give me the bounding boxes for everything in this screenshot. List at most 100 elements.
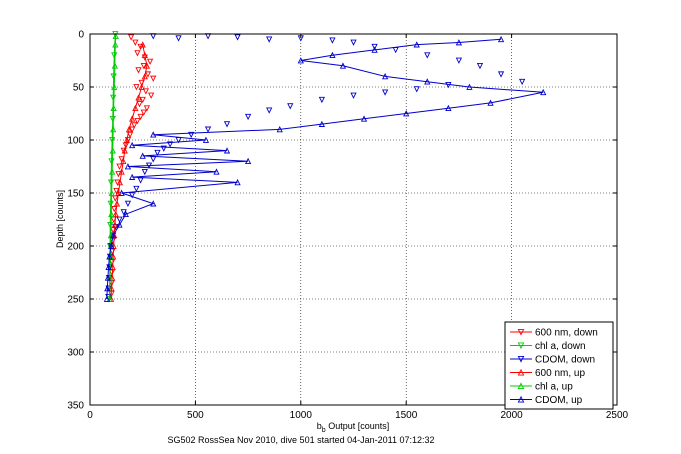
data-point — [213, 168, 220, 175]
data-point — [146, 58, 154, 65]
data-point — [132, 104, 139, 112]
data-point — [116, 178, 124, 186]
data-point — [129, 173, 136, 180]
data-point — [108, 210, 115, 218]
data-point — [109, 168, 116, 175]
data-point — [112, 195, 119, 202]
data-point — [104, 284, 111, 292]
data-point — [112, 210, 119, 218]
y-axis-ticks: 0 50 100 150 200 250 300 350 — [67, 30, 617, 412]
data-point — [150, 200, 157, 207]
data-point — [519, 78, 526, 86]
series-3 — [107, 41, 151, 302]
data-point — [339, 62, 347, 69]
data-point — [466, 83, 473, 90]
data-point — [129, 141, 136, 149]
data-point — [109, 263, 116, 271]
data-point — [381, 72, 389, 80]
y-tick-label: 350 — [67, 401, 84, 412]
data-point — [266, 107, 273, 114]
data-point — [517, 395, 525, 403]
data-point — [116, 221, 123, 228]
data-point — [141, 72, 148, 80]
data-point — [350, 92, 357, 99]
data-point — [111, 221, 119, 228]
data-point — [413, 86, 420, 93]
data-point — [108, 269, 116, 276]
data-point — [287, 103, 294, 110]
data-point — [110, 231, 117, 239]
series-line — [110, 44, 148, 300]
data-point — [445, 104, 452, 112]
data-point — [135, 67, 142, 74]
x-tick-label: 2500 — [606, 410, 629, 421]
y-tick-label: 0 — [78, 30, 84, 41]
data-point — [139, 96, 146, 104]
data-point — [106, 253, 113, 260]
data-point — [381, 89, 389, 96]
data-point — [136, 101, 143, 108]
data-point — [116, 163, 123, 170]
data-point — [142, 88, 149, 95]
legend-entry: CDOM, up — [510, 395, 583, 406]
data-point — [266, 36, 273, 43]
series-line — [109, 36, 117, 300]
data-point — [517, 342, 525, 350]
data-point — [131, 122, 138, 129]
data-point — [133, 185, 140, 193]
data-point — [113, 188, 120, 195]
figure-caption: SG502 RossSea Nov 2010, dive 501 started… — [167, 435, 434, 445]
series-line — [106, 38, 544, 300]
data-point — [125, 125, 133, 133]
data-point — [244, 113, 252, 121]
data-point — [497, 35, 505, 43]
data-point — [126, 131, 134, 139]
data-point — [141, 168, 148, 176]
data-point — [127, 34, 135, 41]
data-point — [517, 328, 525, 336]
data-point — [121, 147, 128, 154]
data-point — [424, 52, 431, 59]
data-point — [371, 46, 378, 53]
data-point — [124, 163, 132, 170]
data-point — [120, 209, 127, 216]
data-point — [139, 41, 146, 48]
data-point — [148, 92, 155, 99]
data-point — [112, 41, 119, 48]
data-point — [517, 355, 525, 363]
legend-label: chl a, down — [535, 341, 586, 352]
data-point — [109, 115, 116, 123]
data-point — [150, 131, 157, 138]
data-point — [116, 216, 123, 223]
data-point — [135, 94, 142, 101]
legend-entry: 600 nm, down — [510, 328, 598, 339]
data-point — [540, 88, 547, 96]
legend-entry: CDOM, down — [510, 355, 595, 366]
data-point — [118, 189, 125, 196]
data-point — [202, 136, 210, 143]
legend-entry: chl a, down — [510, 341, 586, 352]
data-point — [110, 125, 117, 133]
legend-label: CDOM, down — [535, 355, 595, 366]
data-point — [144, 71, 152, 78]
data-point — [129, 192, 136, 199]
legend-label: chl a, up — [535, 382, 573, 393]
data-point — [132, 39, 139, 46]
data-point — [104, 274, 112, 281]
data-point — [497, 71, 505, 78]
y-axis-label: Depth [counts] — [55, 190, 65, 248]
data-point — [244, 157, 252, 165]
data-point — [297, 57, 304, 64]
x-tick-label: 1500 — [395, 410, 418, 421]
data-point — [133, 84, 140, 91]
data-point — [234, 178, 241, 186]
legend-label: CDOM, up — [535, 395, 583, 406]
data-point — [360, 115, 368, 122]
data-point — [139, 152, 146, 159]
data-point — [517, 382, 525, 390]
data-point — [111, 206, 118, 213]
series-5 — [103, 35, 547, 302]
data-point — [403, 110, 410, 117]
